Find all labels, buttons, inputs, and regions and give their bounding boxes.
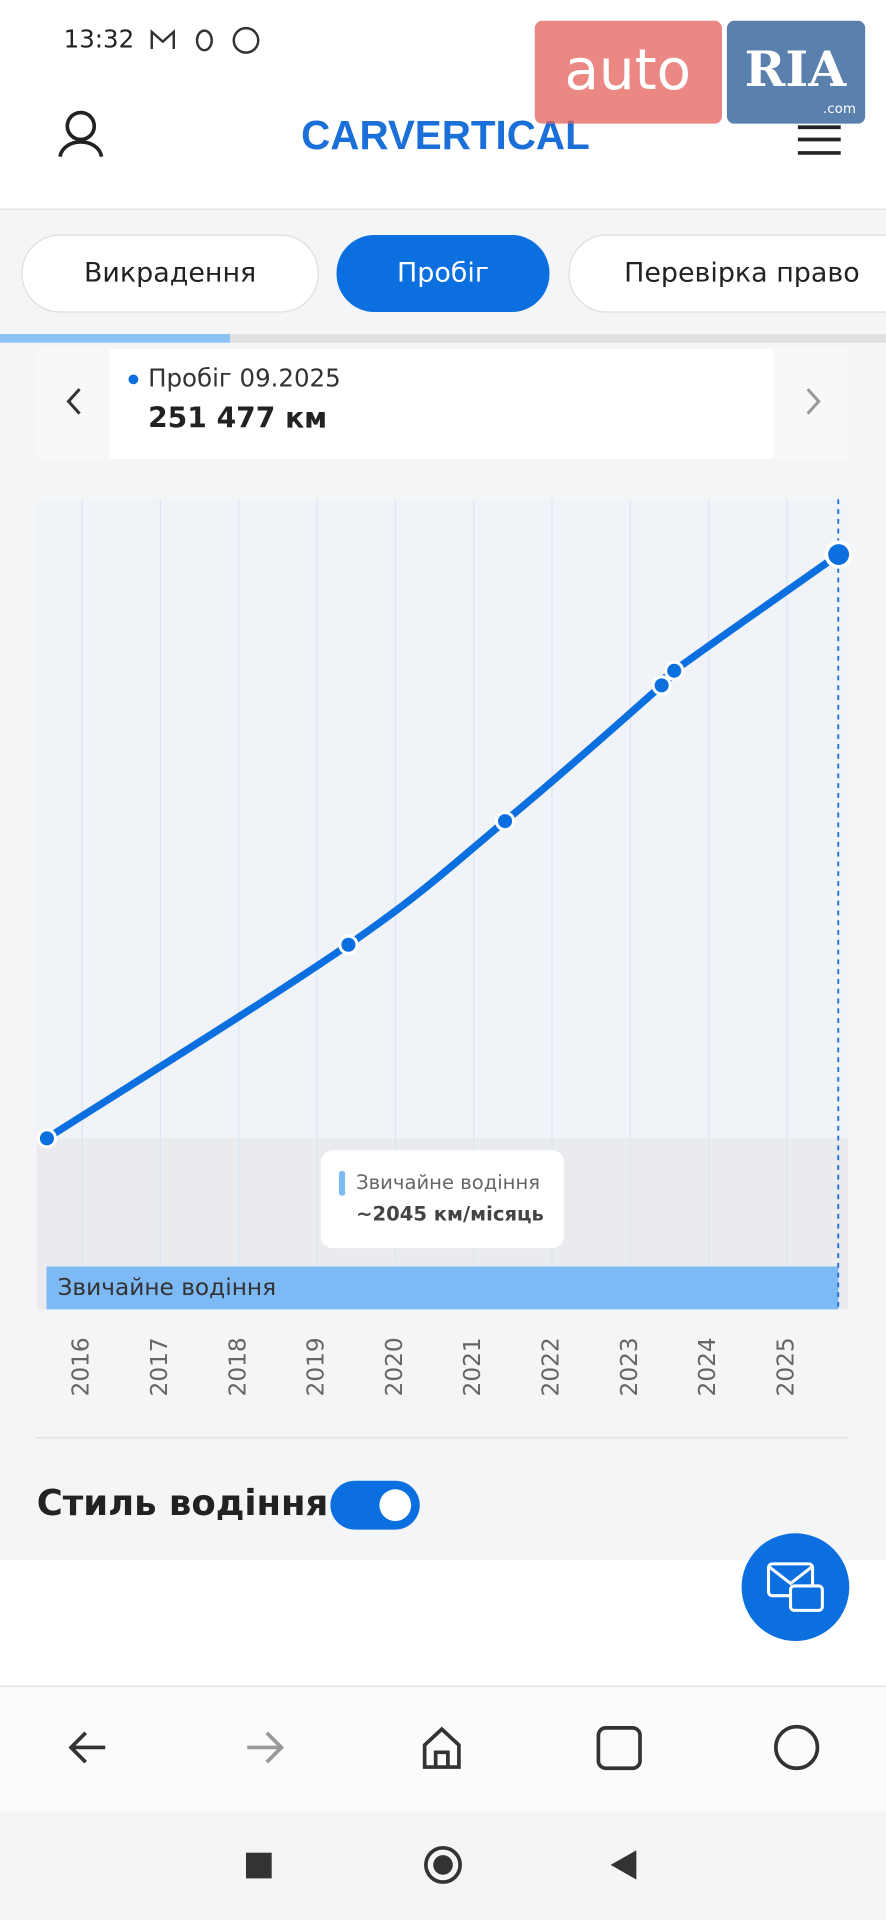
watermark — [534, 20, 723, 124]
point — [824, 540, 853, 569]
menu-icon[interactable] — [797, 125, 841, 155]
x-tick-label: 2023 — [616, 1337, 643, 1396]
card-label: Пробіг 09.2025 — [148, 363, 341, 392]
tab[interactable] — [568, 234, 886, 313]
toggle-knob[interactable] — [379, 1489, 412, 1522]
line — [43, 550, 843, 1143]
x-tick-label: 2016 — [68, 1337, 95, 1396]
scroll-thumb — [0, 334, 231, 343]
system-home-dot — [433, 1855, 453, 1875]
card-next[interactable] — [773, 348, 847, 459]
chat-icon[interactable] — [766, 1562, 824, 1612]
status-time: 13:32 — [64, 24, 135, 53]
card-prev[interactable] — [36, 348, 111, 459]
browser-nav — [0, 1686, 886, 1812]
x-tick-label: 2025 — [772, 1337, 799, 1396]
point — [651, 675, 672, 696]
tab-active[interactable] — [336, 234, 550, 313]
watermark-text: auto — [564, 38, 691, 103]
band-label: Звичайне водіння — [58, 1274, 277, 1301]
x-tick-label: 2020 — [381, 1337, 408, 1396]
tooltip-text: ~2045 км/місяць — [356, 1203, 544, 1226]
watermark-text: RIA — [745, 40, 848, 98]
system-back[interactable] — [610, 1850, 637, 1880]
tooltip-title: Звичайне водіння — [356, 1171, 540, 1194]
back-button[interactable] — [68, 1731, 106, 1764]
band-bar — [46, 1266, 839, 1310]
tab-label[interactable]: Пробіг — [397, 258, 489, 289]
x-tick-label: 2024 — [694, 1337, 721, 1396]
scroll-track — [0, 334, 886, 343]
account-button[interactable] — [774, 1724, 820, 1771]
x-tick-label: 2021 — [459, 1337, 486, 1396]
section-title: Стиль водіння — [37, 1483, 329, 1524]
watermark — [726, 20, 866, 124]
tab-label[interactable]: Перевірка право — [624, 258, 860, 289]
point — [36, 1128, 58, 1149]
plot — [36, 540, 853, 1149]
point — [664, 660, 685, 681]
point — [338, 934, 359, 955]
tab-label[interactable]: Викрадення — [84, 258, 256, 289]
prev-arrow[interactable] — [66, 388, 81, 415]
x-tick-label: 2017 — [146, 1337, 173, 1396]
status-icons — [150, 26, 260, 54]
card-value: 251 477 км — [148, 402, 327, 435]
watermark-text: .com — [823, 102, 856, 117]
card — [36, 348, 847, 459]
home-button[interactable] — [422, 1726, 461, 1769]
x-tick-label: 2022 — [538, 1337, 565, 1396]
tabs-button[interactable] — [596, 1726, 642, 1771]
legend-dot — [128, 374, 139, 385]
point — [494, 811, 516, 832]
tooltip — [320, 1150, 565, 1249]
forward-button[interactable] — [247, 1731, 285, 1764]
tab[interactable] — [21, 234, 319, 313]
recents-button[interactable] — [245, 1852, 272, 1879]
profile-icon[interactable] — [58, 110, 104, 158]
next-arrow[interactable] — [806, 388, 821, 415]
x-tick-label: 2019 — [303, 1337, 330, 1396]
system-home[interactable] — [424, 1845, 462, 1884]
x-tick-label: 2018 — [224, 1337, 251, 1396]
tooltip-swatch — [338, 1171, 346, 1196]
